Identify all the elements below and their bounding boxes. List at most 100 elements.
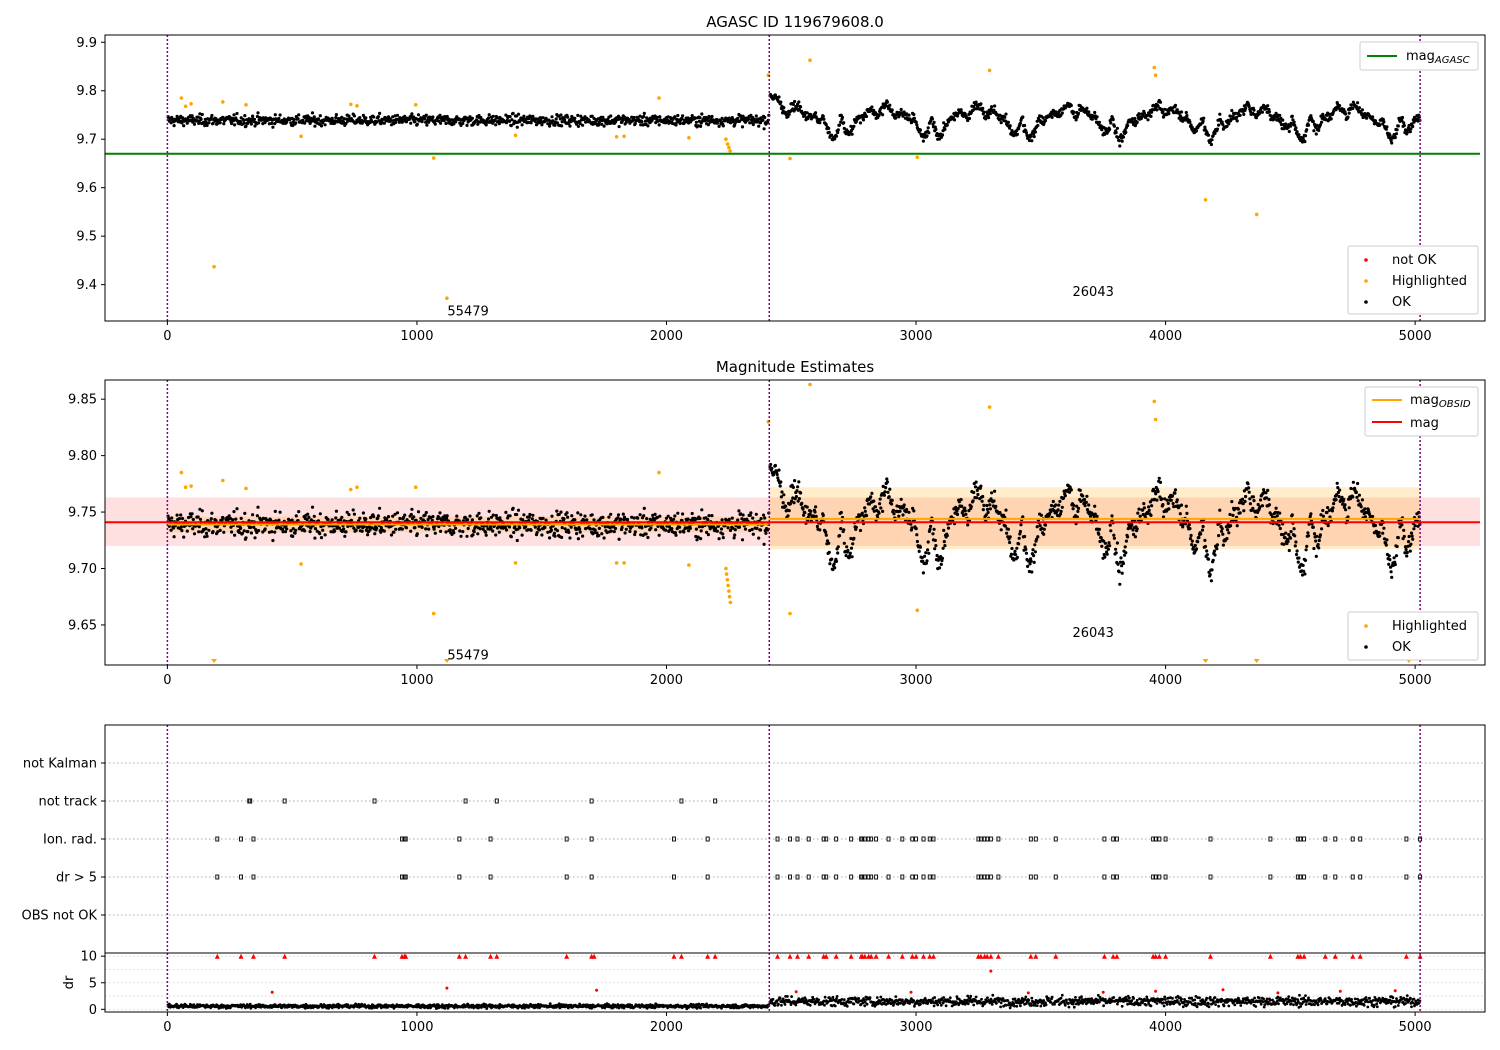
ok-point — [931, 532, 935, 536]
ok-point — [244, 124, 248, 128]
ok-point — [1120, 139, 1124, 143]
ok-point — [854, 120, 858, 124]
ok-point — [1314, 132, 1318, 136]
ok-point — [1010, 129, 1014, 133]
ok-point — [445, 514, 449, 518]
ok-point — [1121, 135, 1125, 139]
ok-point — [1293, 534, 1297, 538]
highlighted-point — [244, 103, 248, 107]
ok-point — [1297, 556, 1301, 560]
ok-point — [361, 511, 365, 515]
ok-point — [860, 511, 864, 515]
ok-point — [573, 518, 577, 522]
ok-point — [1294, 126, 1298, 130]
ok-point — [252, 117, 256, 121]
ok-point — [793, 479, 797, 483]
highlighted-point — [915, 155, 920, 159]
ok-point — [1087, 503, 1091, 507]
ok-point — [376, 514, 380, 518]
ok-point — [821, 513, 825, 518]
ok-point — [533, 119, 537, 123]
ok-point — [869, 495, 873, 499]
flag-category-label: not Kalman — [23, 757, 97, 772]
ok-point — [366, 533, 370, 537]
ok-point — [1278, 526, 1282, 531]
ok-point — [1136, 511, 1140, 515]
ok-point — [914, 527, 918, 531]
ok-point — [1337, 494, 1341, 499]
ok-point — [468, 115, 472, 119]
ok-point — [994, 504, 998, 508]
ok-point — [484, 123, 488, 127]
ok-point — [814, 505, 818, 509]
ok-point — [1247, 486, 1251, 490]
ok-point — [358, 116, 362, 120]
ok-point — [516, 508, 521, 512]
ok-point — [717, 537, 721, 541]
ok-point — [487, 116, 491, 120]
ok-point — [520, 123, 524, 127]
highlighted-point — [445, 296, 449, 301]
ok-point — [740, 125, 745, 129]
ok-point — [1018, 121, 1023, 125]
highlighted-point — [687, 136, 691, 140]
ok-point — [1036, 123, 1040, 128]
ok-point — [761, 513, 766, 517]
ok-point — [1150, 504, 1154, 508]
x-tick-label: 4000 — [1149, 673, 1182, 688]
ok-point — [1344, 508, 1348, 512]
ok-point — [985, 507, 990, 511]
ok-point — [740, 538, 745, 542]
ok-point — [1296, 560, 1300, 564]
ok-point — [1142, 506, 1146, 510]
ok-point — [600, 532, 604, 536]
ok-point — [1290, 114, 1294, 118]
highlighted-point — [179, 96, 184, 100]
ok-point — [787, 112, 791, 116]
ok-point — [864, 514, 869, 518]
ok-point — [1242, 509, 1246, 513]
ok-point — [454, 120, 458, 124]
ok-point — [413, 526, 417, 530]
ok-point — [576, 511, 580, 515]
ok-point — [233, 533, 237, 537]
ok-point — [1069, 103, 1073, 108]
ok-point — [1277, 523, 1281, 527]
ok-point — [462, 118, 466, 123]
ok-point — [1015, 132, 1020, 136]
ok-point — [1184, 504, 1188, 508]
ok-point — [1023, 123, 1027, 128]
ok-point — [1312, 129, 1316, 133]
ok-point — [1203, 538, 1207, 543]
y-tick-label: 9.9 — [76, 36, 97, 51]
x-tick-label: 3000 — [899, 329, 932, 344]
ok-point — [1078, 488, 1082, 492]
ok-point — [1084, 500, 1088, 504]
ok-point — [452, 531, 456, 535]
ok-point — [696, 124, 700, 128]
ok-point — [657, 123, 661, 127]
ok-point — [837, 123, 842, 127]
ok-point — [1173, 103, 1178, 107]
highlighted-point — [349, 487, 353, 492]
ok-point — [1247, 104, 1251, 109]
ok-point — [666, 115, 670, 119]
ok-point — [974, 100, 978, 104]
ok-point — [1049, 503, 1054, 508]
ok-point — [613, 120, 618, 124]
ok-point — [340, 115, 344, 119]
agasc-title: AGASC ID 119679608.0 — [706, 13, 884, 31]
ok-point — [1394, 132, 1399, 136]
ok-point — [190, 512, 194, 516]
ok-point — [609, 512, 613, 516]
ok-point — [1387, 554, 1391, 558]
ok-point — [824, 533, 828, 537]
ok-point — [686, 517, 690, 521]
ok-point — [999, 528, 1003, 532]
ok-point — [792, 501, 796, 505]
ok-point — [221, 116, 225, 120]
ok-point — [764, 531, 768, 535]
dr-point — [435, 1007, 438, 1010]
ok-point — [1106, 547, 1110, 551]
ok-point — [584, 120, 588, 124]
